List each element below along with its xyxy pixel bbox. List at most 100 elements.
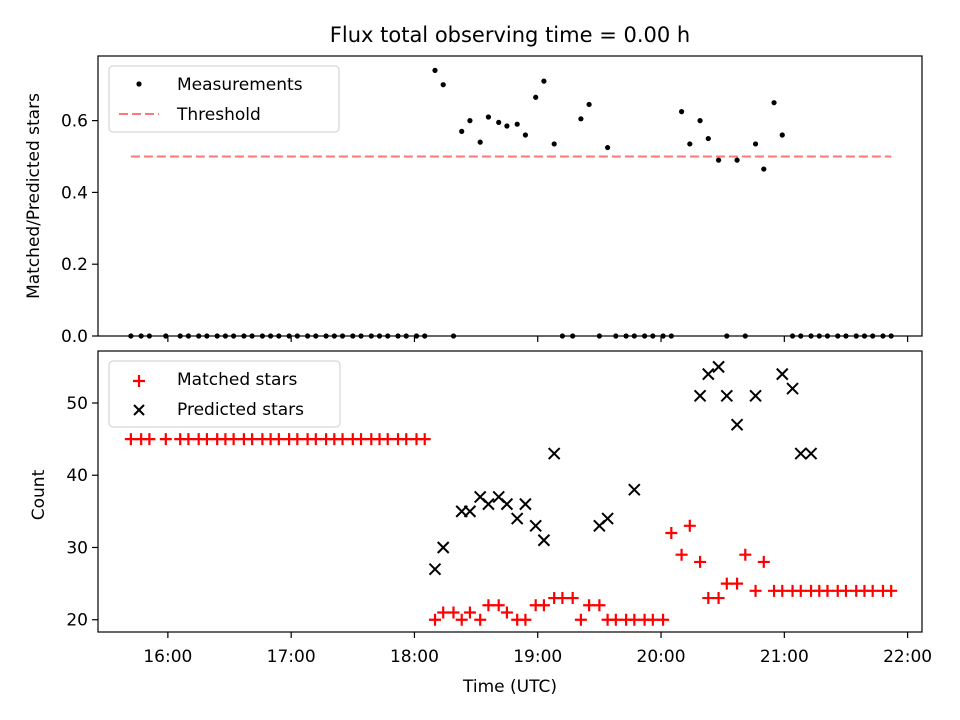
measurements-point — [779, 132, 785, 138]
matched-stars-point — [776, 584, 789, 597]
count-x-tick-label: 18:00 — [390, 647, 439, 667]
measurements-point — [752, 141, 759, 147]
predicted-stars-point — [463, 505, 477, 518]
predicted-stars-point — [720, 389, 733, 402]
matched-stars-point — [566, 592, 579, 605]
measurements-point — [771, 100, 777, 106]
predicted-stars-legend-label: Predicted stars — [177, 400, 304, 420]
measurements-point — [477, 139, 483, 145]
predicted-stars-point — [749, 389, 762, 402]
matched-stars-point — [272, 433, 285, 446]
predicted-stars-point — [547, 447, 561, 460]
matched-stars-point — [463, 606, 476, 619]
matched-stars-point — [537, 599, 550, 612]
measurements-point — [678, 109, 685, 115]
matched-stars-point — [646, 613, 659, 626]
measurements-legend-label: Measurements — [177, 75, 303, 95]
predicted-stars-point — [693, 389, 707, 402]
measurements-point — [715, 157, 722, 163]
count-axes: 20 30 40 50 16:00 17:00 18:00 19:00 20:00 21:00 22… — [66, 394, 932, 667]
matched-stars-point — [574, 613, 587, 626]
count-y-axis-label: Count — [29, 469, 49, 520]
measurements-point — [485, 114, 492, 120]
matched-stars-point — [657, 613, 670, 626]
measurements-point — [586, 101, 592, 108]
measurements-point — [459, 128, 465, 134]
matched-stars-point — [556, 592, 569, 605]
matched-stars-point — [291, 433, 304, 446]
matched-stars-point — [418, 433, 431, 446]
matched-stars-point — [609, 613, 622, 626]
count-x-tick-label: 16:00 — [143, 647, 192, 667]
matched-stars-point — [309, 433, 322, 446]
measurements-point — [761, 166, 767, 172]
ratio-y-axis-label: Matched/Predicted stars — [24, 93, 44, 299]
matched-stars-point — [428, 613, 441, 626]
matched-stars-point — [683, 519, 696, 532]
matched-stars-point — [227, 433, 240, 446]
matched-stars-point — [519, 613, 532, 626]
figure-title: Flux total observing time = 0.00 h — [330, 23, 690, 47]
matched-stars-point — [702, 592, 715, 605]
count-y-tick-label: 30 — [66, 538, 88, 558]
predicted-stars-point — [730, 418, 744, 431]
matched-stars-point — [866, 584, 879, 597]
matched-stars-point — [694, 555, 707, 568]
ratio-legend: Measurements Threshold — [108, 65, 340, 133]
measurements-point — [697, 118, 703, 124]
measurements-point — [440, 82, 446, 88]
ratio-legend-box — [108, 65, 340, 133]
predicted-stars-point — [437, 541, 450, 554]
predicted-stars-point — [601, 512, 614, 525]
matched-stars-point — [336, 433, 349, 446]
ratio-y-tick-label: 0.6 — [61, 112, 88, 132]
ratio-panel: Matched/Predicted stars 0.0 0.2 0.4 0.6 Mea… — [24, 55, 923, 347]
predicted-stars-point — [794, 447, 807, 460]
matched-stars-point — [400, 433, 413, 446]
matched-stars-point — [712, 592, 725, 605]
matched-stars-legend-marker — [133, 375, 145, 387]
matched-stars-point — [665, 527, 678, 540]
matched-stars-point — [500, 606, 513, 619]
ratio-axes-frame — [97, 55, 923, 337]
measurements-point — [533, 94, 539, 100]
matched-stars-point — [821, 584, 834, 597]
ratio-y-tick-label: 0.4 — [61, 183, 88, 203]
matched-stars-point — [885, 584, 898, 597]
measurements-point — [734, 157, 740, 163]
matched-stars-point — [749, 584, 762, 597]
matched-stars-point — [246, 433, 259, 446]
count-y-tick-label: 50 — [66, 394, 88, 414]
predicted-stars-point — [500, 497, 514, 511]
matched-stars-point — [455, 613, 468, 626]
x-axis-label: Time (UTC) — [462, 677, 557, 697]
matched-stars-point — [159, 433, 172, 446]
predicted-stars-point — [510, 512, 524, 525]
matched-stars-point — [482, 599, 495, 612]
threshold-legend-label: Threshold — [176, 105, 261, 125]
predicted-stars-point — [519, 497, 532, 511]
matched-stars-point — [720, 577, 733, 590]
matched-stars-point — [583, 599, 596, 612]
matched-stars-point — [143, 433, 156, 446]
count-legend-box — [108, 360, 341, 428]
matched-stars-point — [381, 433, 394, 446]
count-legend: Matched stars Predicted stars — [108, 360, 341, 428]
measurements-point — [432, 67, 438, 73]
measurements-point — [551, 141, 557, 147]
count-y-tick-label: 40 — [66, 466, 88, 486]
ratio-axes: 0.0 0.2 0.4 0.6 — [61, 112, 909, 347]
predicted-stars-point — [529, 519, 542, 533]
matched-stars-legend-label: Matched stars — [177, 370, 297, 390]
count-axes-frame — [97, 350, 923, 633]
matched-stars-point — [794, 584, 807, 597]
count-x-tick-label: 20:00 — [637, 647, 686, 667]
count-y-tick-label: 20 — [66, 611, 88, 631]
predicted-stars-point — [804, 447, 818, 460]
predicted-stars-point — [776, 367, 789, 381]
measurements-legend-marker — [136, 81, 142, 87]
measurements-point — [514, 121, 520, 127]
measurements-point — [467, 118, 473, 124]
